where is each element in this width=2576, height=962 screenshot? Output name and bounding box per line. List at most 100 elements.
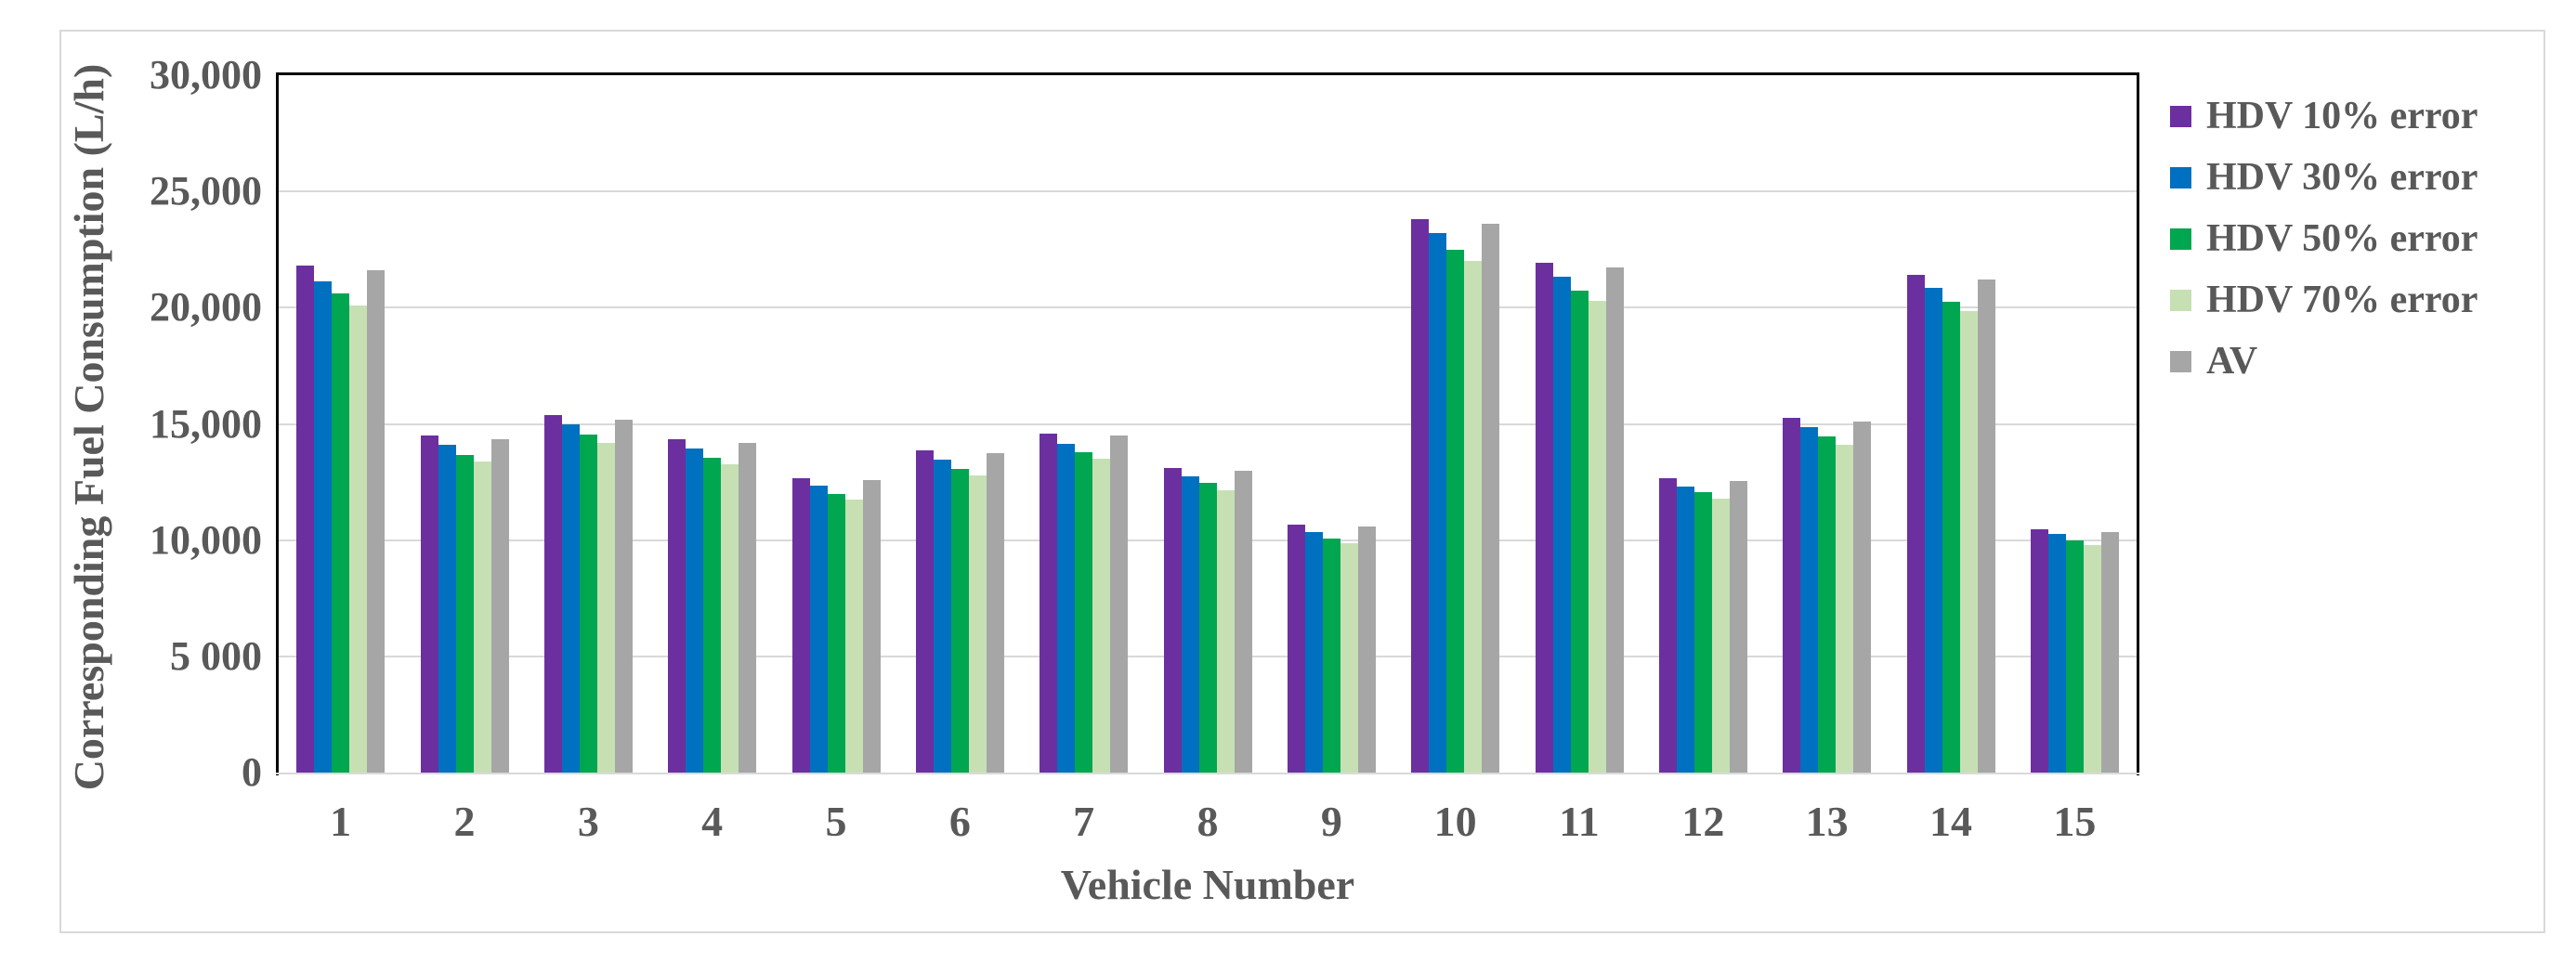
bar-vehicle14-series2 — [1924, 288, 1942, 773]
legend-swatch-icon — [2170, 166, 2191, 188]
bar-vehicle4-series4 — [721, 464, 739, 773]
bar-vehicle12-series5 — [1729, 480, 1747, 773]
bar-vehicle10-series2 — [1429, 233, 1447, 773]
bar-vehicle3-series3 — [579, 434, 597, 773]
bar-vehicle1-series4 — [349, 305, 368, 773]
bar-vehicle6-series1 — [915, 450, 934, 773]
bar-vehicle5-series3 — [827, 493, 845, 773]
gridline-25000 — [279, 190, 2137, 193]
bar-vehicle8-series1 — [1163, 468, 1182, 773]
bar-vehicle13-series3 — [1818, 436, 1837, 773]
y-tick-label: 0 — [242, 749, 262, 795]
bar-vehicle12-series2 — [1676, 487, 1694, 773]
legend-label: HDV 30% error — [2206, 156, 2478, 199]
bar-vehicle1-series5 — [367, 270, 386, 773]
legend-swatch-icon — [2170, 228, 2191, 250]
x-category-label-10: 10 — [1433, 798, 1477, 845]
x-category-label-14: 14 — [1929, 798, 1972, 845]
bar-vehicle15-series2 — [2047, 534, 2066, 773]
bar-vehicle8-series5 — [1234, 470, 1252, 773]
bar-vehicle8-series4 — [1216, 489, 1235, 773]
bar-vehicle12-series1 — [1658, 478, 1677, 773]
legend: HDV 10% error HDV 30% error HDV 50% error H… — [2170, 85, 2569, 392]
bar-vehicle8-series2 — [1181, 475, 1199, 773]
bar-vehicle14-series1 — [1906, 275, 1925, 773]
bar-vehicle9-series3 — [1322, 539, 1340, 773]
x-category-label-7: 7 — [1073, 798, 1095, 845]
bar-vehicle10-series1 — [1411, 219, 1430, 773]
bar-vehicle14-series3 — [1942, 302, 1960, 773]
bar-vehicle5-series4 — [844, 499, 863, 773]
bar-vehicle9-series5 — [1357, 526, 1376, 773]
bar-vehicle13-series2 — [1800, 427, 1819, 773]
legend-item-2: HDV 30% error — [2170, 147, 2569, 208]
bar-vehicle5-series2 — [809, 485, 828, 773]
bar-vehicle12-series4 — [1711, 498, 1730, 773]
plot-border-right — [2137, 72, 2139, 775]
bar-vehicle15-series3 — [2065, 540, 2084, 773]
x-category-label-2: 2 — [453, 798, 476, 845]
bar-vehicle11-series3 — [1570, 290, 1589, 773]
bar-vehicle4-series5 — [739, 442, 757, 773]
bar-vehicle10-series5 — [1482, 224, 1500, 773]
legend-label: HDV 10% error — [2206, 95, 2478, 137]
bar-vehicle2-series1 — [420, 436, 438, 773]
x-category-label-3: 3 — [577, 798, 599, 845]
legend-item-5: AV — [2170, 331, 2569, 392]
bar-vehicle2-series4 — [473, 461, 491, 773]
x-category-label-11: 11 — [1559, 798, 1600, 845]
bar-vehicle15-series5 — [2100, 531, 2119, 773]
bar-vehicle4-series3 — [703, 457, 722, 773]
bar-vehicle14-series4 — [1959, 311, 1978, 773]
y-tick-label: 15,000 — [150, 400, 262, 447]
x-category-label-13: 13 — [1805, 798, 1849, 845]
x-category-label-1: 1 — [330, 798, 352, 845]
bar-vehicle11-series2 — [1552, 276, 1571, 773]
bar-vehicle7-series4 — [1092, 459, 1111, 773]
legend-label: AV — [2206, 340, 2258, 383]
bar-vehicle9-series2 — [1304, 531, 1323, 773]
bar-vehicle13-series4 — [1836, 445, 1854, 773]
bar-vehicle2-series5 — [490, 438, 509, 773]
bar-vehicle3-series4 — [596, 442, 615, 773]
x-category-label-12: 12 — [1681, 798, 1725, 845]
legend-item-4: HDV 70% error — [2170, 269, 2569, 331]
bar-vehicle1-series3 — [332, 293, 350, 773]
plot-border-top — [276, 72, 2139, 75]
x-category-label-9: 9 — [1320, 798, 1342, 845]
bar-vehicle15-series1 — [2030, 529, 2048, 773]
x-category-label-5: 5 — [825, 798, 847, 845]
bar-vehicle10-series4 — [1464, 261, 1483, 773]
bar-vehicle7-series1 — [1040, 433, 1058, 773]
bar-vehicle2-series2 — [438, 445, 456, 773]
bar-vehicle7-series3 — [1075, 451, 1093, 773]
bar-vehicle6-series4 — [968, 474, 987, 773]
bar-vehicle11-series1 — [1535, 262, 1553, 773]
y-tick-label: 25,000 — [150, 168, 262, 214]
bar-vehicle3-series2 — [561, 423, 580, 773]
legend-label: HDV 50% error — [2206, 217, 2478, 260]
legend-item-3: HDV 50% error — [2170, 208, 2569, 269]
y-axis-line — [276, 72, 279, 775]
x-category-label-15: 15 — [2053, 798, 2097, 845]
bar-vehicle5-series1 — [791, 478, 810, 773]
legend-swatch-icon — [2170, 350, 2191, 372]
legend-item-1: HDV 10% error — [2170, 85, 2569, 147]
bar-vehicle3-series5 — [614, 419, 633, 773]
bar-vehicle15-series4 — [2083, 544, 2101, 773]
bar-vehicle1-series2 — [314, 280, 333, 773]
x-axis-title: Vehicle Number — [1060, 861, 1355, 908]
bar-vehicle9-series1 — [1287, 525, 1305, 773]
gridline-15000 — [279, 422, 2137, 425]
legend-swatch-icon — [2170, 105, 2191, 127]
x-category-label-4: 4 — [701, 798, 724, 845]
bar-vehicle10-series3 — [1446, 249, 1465, 773]
bar-vehicle8-series3 — [1198, 483, 1217, 773]
bar-vehicle13-series5 — [1853, 422, 1872, 773]
legend-swatch-icon — [2170, 289, 2191, 311]
bar-vehicle13-series1 — [1783, 418, 1801, 773]
gridline-20000 — [279, 306, 2137, 309]
y-tick-label: 20,000 — [150, 284, 262, 331]
bar-vehicle1-series1 — [296, 266, 315, 773]
